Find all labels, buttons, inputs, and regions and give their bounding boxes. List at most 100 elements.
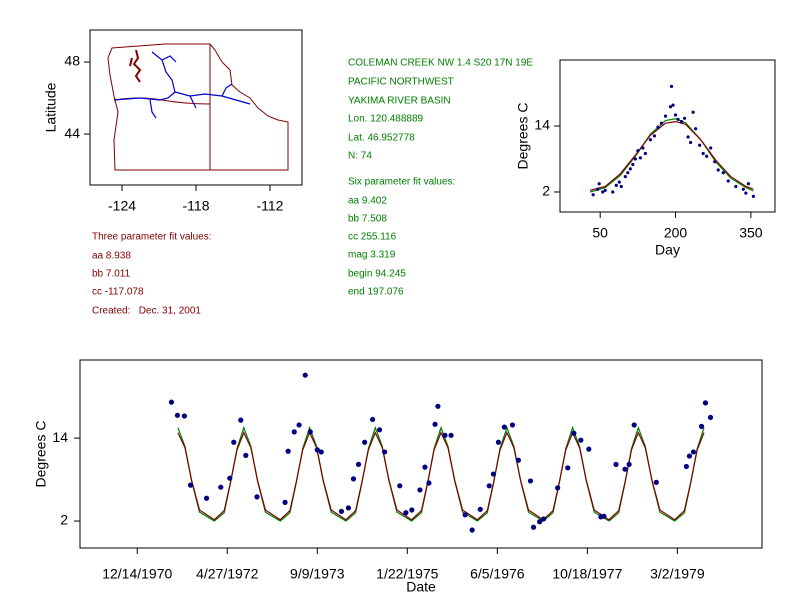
data-point [296,422,302,428]
data-point [633,157,637,161]
data-point [318,449,324,455]
data-point [530,524,537,530]
data-point [537,519,543,525]
data-point [659,121,664,125]
plot-frame [79,359,763,549]
data-point [686,453,693,459]
y-axis-label: Degrees C [33,421,49,488]
data-point [709,146,713,150]
y-tick-label: 2 [542,183,550,199]
fit-note: mag 3.319 [348,250,396,261]
data-point [597,182,601,186]
data-point [631,162,635,167]
data-point [669,84,674,88]
data-point [291,429,297,435]
data-point [218,484,224,490]
plot-frame [559,59,776,213]
data-point [611,190,615,194]
data-point [601,513,607,519]
data-point [652,134,657,138]
station-note: Lon. 120.488889 [348,114,424,125]
map-shapes [107,43,289,171]
x-tick-label: 350 [739,225,763,241]
data-point [435,403,441,409]
puget-sound [129,49,142,83]
data-point [181,413,188,419]
data-point [174,412,181,418]
data-point [501,424,507,430]
data-point [690,449,697,455]
data-point [243,452,249,458]
rivers [113,51,251,119]
data-point [636,149,640,153]
data-point [622,466,628,472]
x-tick-label: 3/2/1979 [650,566,705,582]
data-point [641,146,645,150]
data-point [490,471,496,477]
data-point [227,475,233,481]
data-point [403,510,409,516]
station-note: COLEMAN CREEK NW 1.4 S20 17N 19E [348,58,533,69]
y-tick-label: 14 [52,429,68,445]
data-point [448,432,454,438]
data-point [442,432,448,438]
data-point [744,191,748,195]
station-note: N: 74 [348,151,372,162]
data-point [663,114,668,118]
data-point [515,457,522,463]
data-point [345,505,352,511]
data-point [338,508,345,514]
data-point [238,417,244,423]
data-point [614,183,618,187]
data-point [631,422,637,428]
data-point [355,461,362,467]
x-tick-label: -118 [183,198,210,214]
data-point [350,476,357,482]
data-point [462,512,468,518]
data-point [469,527,475,533]
data-point [682,116,687,120]
data-point [689,140,693,145]
fit-line [177,431,705,521]
x-tick-label: 1/22/1975 [376,566,438,582]
data-point [314,447,320,453]
fit-note: cc -117.078 [92,287,144,298]
data-point [555,485,561,491]
fit-note: bb 7.508 [348,214,387,225]
fit-note: aa 9.402 [348,196,387,207]
data-point [623,174,627,179]
y-tick-label: 14 [534,117,550,133]
x-tick-label: 200 [664,225,688,241]
data-point [679,119,684,124]
x-tick-label: -124 [108,198,136,214]
data-point [671,103,675,107]
fit-note: Three parameter fit values: [92,232,212,243]
fit-note: end 197.076 [348,287,404,298]
data-point [746,182,750,186]
data-point [638,156,642,160]
data-point [565,465,571,471]
data-point [591,193,595,197]
data-point [477,506,483,512]
x-tick-label: 4/27/1972 [196,566,258,582]
y-axis-label: Degrees C [515,103,531,170]
data-point [698,143,702,147]
data-point [369,416,376,423]
data-point [302,372,308,378]
data-point [626,171,630,175]
y-axis-label: Latitude [43,82,59,132]
y-tick-label: 44 [64,125,80,141]
y-tick-label: 2 [60,512,68,528]
data-point [626,461,632,467]
data-point [698,423,705,429]
fit-note: Created: Dec. 31, 2001 [92,306,201,317]
data-point [254,494,260,500]
data-point [282,499,288,505]
data-point [656,125,660,129]
data-point [285,448,291,454]
fit-note: Six parameter fit values: [348,177,455,188]
data-point [426,480,432,486]
x-tick-label: 12/14/1970 [102,566,172,582]
notes: Three parameter fit values: aa 8.938 bb … [92,58,533,317]
fit-note: aa 8.938 [92,251,131,262]
